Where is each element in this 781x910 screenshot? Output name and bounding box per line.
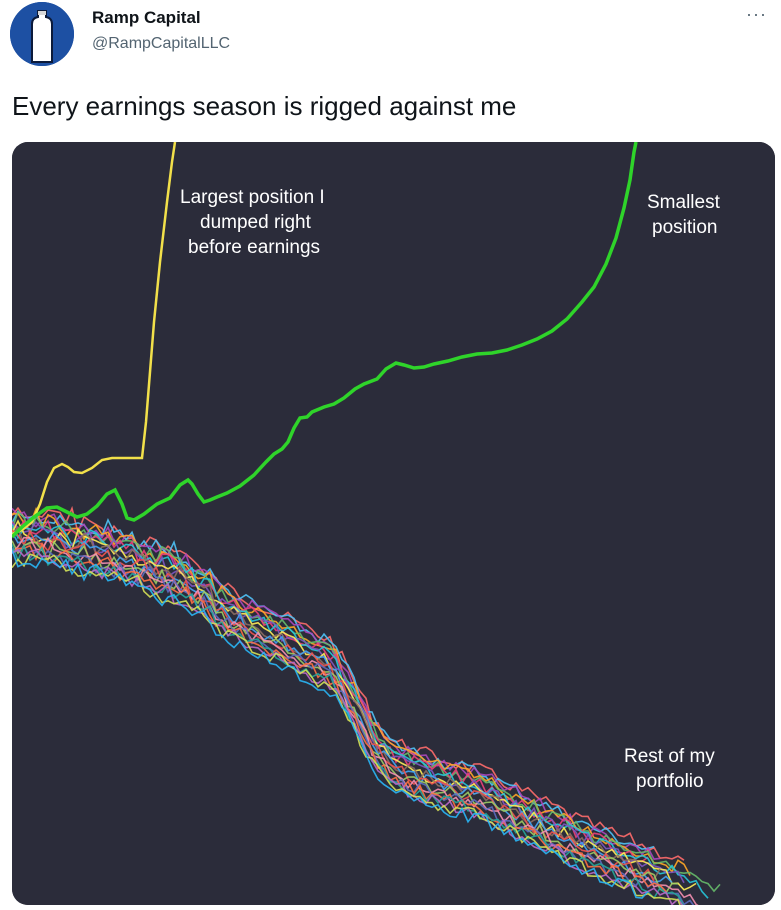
author-display-name[interactable]: Ramp Capital: [92, 8, 201, 27]
smallest-position-line: [12, 142, 638, 539]
annotation-smallest-line-1: Smallest: [647, 192, 721, 213]
annotation-largest-line-1: Largest position I: [180, 187, 325, 208]
tweet-text: Every earnings season is rigged against …: [12, 91, 517, 121]
portfolio-meme-chart: Largest position I dumped right before e…: [12, 142, 775, 905]
annotation-rest-line-2: portfolio: [636, 771, 704, 792]
portfolio-stock-line: [12, 536, 699, 905]
author-handle[interactable]: @RampCapitalLLC: [92, 35, 231, 52]
portfolio-stock-line: [12, 548, 684, 905]
portfolio-stock-line: [12, 543, 685, 905]
portfolio-stock-line: [12, 549, 649, 899]
annotation-rest-line-1: Rest of my: [624, 746, 715, 767]
largest-position-line: [12, 142, 177, 536]
portfolio-stock-line: [12, 509, 655, 850]
portfolio-stock-line: [12, 520, 685, 884]
author-avatar[interactable]: [10, 2, 74, 66]
annotation-smallest-line-2: position: [652, 217, 718, 238]
lightbulb-shirt-avatar-icon: [10, 2, 74, 66]
rest-of-portfolio-lines: [12, 505, 721, 905]
annotation-largest-line-2: dumped right: [200, 212, 312, 233]
tweet-media-image[interactable]: Largest position I dumped right before e…: [12, 142, 775, 905]
more-horizontal-icon[interactable]: ···: [746, 4, 767, 24]
portfolio-stock-line: [12, 529, 655, 882]
annotation-largest-line-3: before earnings: [188, 237, 320, 258]
